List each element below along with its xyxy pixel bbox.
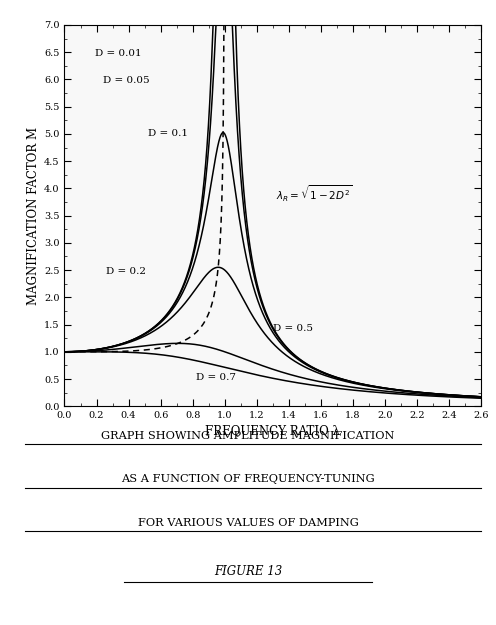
Text: FOR VARIOUS VALUES OF DAMPING: FOR VARIOUS VALUES OF DAMPING: [137, 518, 359, 528]
X-axis label: FREQUENCY RATIO λ: FREQUENCY RATIO λ: [205, 424, 340, 438]
Text: D = 0.05: D = 0.05: [103, 76, 150, 85]
Text: D = 0.2: D = 0.2: [106, 267, 146, 276]
Text: D = 0.5: D = 0.5: [273, 324, 313, 333]
Text: D = 0.01: D = 0.01: [95, 49, 141, 58]
Y-axis label: MAGNIFICATION FACTOR M: MAGNIFICATION FACTOR M: [27, 126, 40, 304]
Text: GRAPH SHOWING AMPLITUDE MAGNIFICATION: GRAPH SHOWING AMPLITUDE MAGNIFICATION: [101, 431, 395, 441]
Text: FIGURE 13: FIGURE 13: [214, 565, 282, 578]
Text: AS A FUNCTION OF FREQUENCY-TUNING: AS A FUNCTION OF FREQUENCY-TUNING: [121, 474, 375, 484]
Text: D = 0.7: D = 0.7: [196, 373, 236, 382]
Text: D = 0.1: D = 0.1: [148, 129, 188, 138]
Text: $\lambda_R = \sqrt{1-2D^2}$: $\lambda_R = \sqrt{1-2D^2}$: [276, 184, 353, 204]
